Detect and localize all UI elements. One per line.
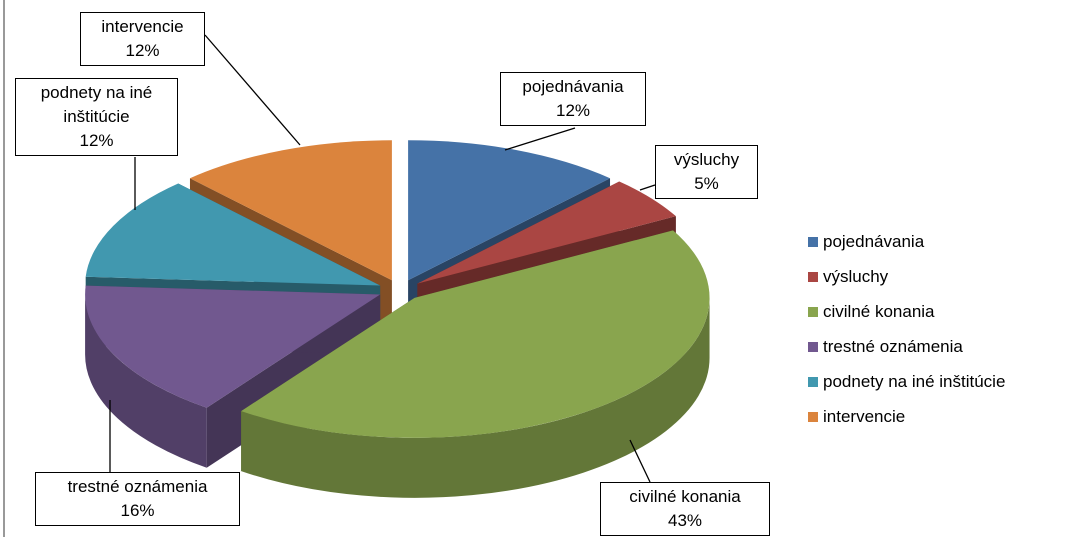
label-value: 12%	[555, 101, 591, 120]
data-label: civilné konania 43%	[600, 482, 770, 536]
slice-top	[85, 285, 381, 408]
legend-label: podnety na iné inštitúcie	[823, 372, 1006, 391]
data-label: pojednávania 12%	[500, 72, 646, 126]
slice-top	[241, 230, 710, 438]
label-value: 16%	[120, 501, 155, 520]
legend-swatch	[808, 307, 818, 317]
slice-top	[85, 183, 381, 286]
leader-line	[629, 439, 651, 483]
legend-swatch	[808, 272, 818, 282]
legend-item: intervencie	[808, 407, 905, 427]
legend-item: podnety na iné inštitúcie	[808, 372, 1005, 392]
label-value: 43%	[667, 511, 703, 530]
legend-swatch	[808, 342, 818, 352]
label-value: 12%	[79, 131, 114, 150]
leader-line	[204, 34, 301, 146]
legend-swatch	[808, 237, 818, 247]
label-name: civilné konania	[629, 487, 741, 506]
slice-top	[417, 181, 676, 284]
legend-swatch	[808, 377, 818, 387]
legend-item: výsluchy	[808, 267, 888, 287]
label-name: podnety na iné inštitúcie	[40, 83, 153, 126]
leader-line	[504, 127, 576, 151]
legend-swatch	[808, 412, 818, 422]
slice-top	[189, 140, 392, 281]
label-value: 12%	[125, 41, 160, 60]
legend-item: pojednávania	[808, 232, 924, 252]
legend-item: civilné konania	[808, 302, 935, 322]
label-name: výsluchy	[673, 150, 740, 169]
legend-label: civilné konania	[823, 302, 935, 321]
data-label: trestné oznámenia 16%	[35, 472, 240, 526]
legend-item: trestné oznámenia	[808, 337, 963, 357]
label-name: intervencie	[101, 17, 184, 36]
legend-label: výsluchy	[823, 267, 889, 286]
slice-side	[241, 297, 710, 498]
label-value: 5%	[694, 174, 719, 193]
data-label: výsluchy 5%	[655, 145, 758, 199]
data-label: intervencie 12%	[80, 12, 205, 66]
slice-top	[408, 140, 611, 281]
legend-label: pojednávania	[823, 232, 925, 251]
label-name: pojednávania	[522, 77, 624, 96]
data-label: podnety na iné inštitúcie 12%	[15, 78, 178, 156]
leader-line	[639, 184, 656, 191]
legend-label: intervencie	[823, 407, 906, 426]
label-name: trestné oznámenia	[67, 477, 208, 496]
legend-label: trestné oznámenia	[823, 337, 963, 356]
slice	[241, 230, 710, 498]
slice-side	[85, 294, 207, 468]
